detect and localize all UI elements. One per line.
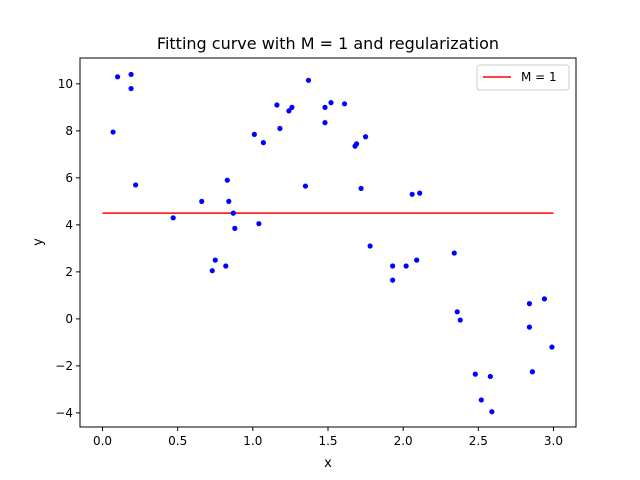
data-point — [529, 369, 536, 375]
plot-area — [102, 71, 555, 415]
data-point — [358, 185, 364, 192]
y-tick-label: 2 — [65, 265, 73, 279]
y-tick-label: 6 — [65, 171, 73, 185]
data-point — [472, 371, 478, 377]
legend: M = 1 — [476, 64, 570, 91]
data-point — [451, 250, 457, 256]
data-point — [223, 263, 229, 269]
data-point — [199, 198, 205, 204]
data-point — [341, 101, 348, 107]
data-point — [367, 243, 373, 249]
data-point — [170, 215, 176, 221]
x-tick-label: 3.0 — [544, 434, 563, 448]
data-point — [328, 100, 334, 106]
data-point — [390, 277, 396, 283]
y-tick-label: 10 — [58, 77, 73, 91]
plot-frame — [79, 57, 577, 428]
data-point — [549, 344, 555, 350]
y-tick-label: −2 — [55, 359, 73, 373]
data-point — [110, 129, 116, 135]
x-axis-label: x — [324, 456, 332, 471]
y-tick-label: 0 — [65, 312, 73, 326]
data-point — [414, 257, 420, 263]
data-point — [209, 268, 215, 274]
legend-box — [476, 64, 570, 91]
chart-title: Fitting curve with M = 1 and regularizat… — [157, 34, 499, 53]
data-point — [274, 102, 280, 108]
data-point — [128, 85, 134, 92]
data-point — [128, 71, 134, 78]
data-point — [541, 296, 548, 302]
data-point — [478, 397, 484, 403]
y-tick-label: −4 — [55, 406, 73, 420]
x-axis: 0.0 0.5 1.0 1.5 2.0 2.5 3.0 — [93, 427, 563, 448]
y-axis-label: y — [31, 238, 46, 246]
data-point — [362, 134, 369, 140]
data-point — [226, 198, 232, 204]
data-point — [133, 182, 139, 188]
data-point — [526, 324, 533, 330]
x-tick-label: 0.5 — [168, 434, 187, 448]
data-point — [322, 104, 328, 110]
data-point — [286, 108, 292, 114]
x-tick-label: 2.0 — [394, 434, 413, 448]
data-point — [305, 77, 312, 83]
data-point — [390, 263, 396, 269]
legend-label: M = 1 — [521, 70, 557, 84]
data-point — [457, 317, 463, 323]
data-point — [251, 131, 257, 137]
x-tick-label: 1.0 — [243, 434, 262, 448]
data-point — [224, 177, 230, 183]
data-point — [277, 125, 283, 132]
data-point — [230, 210, 236, 216]
y-tick-label: 8 — [65, 124, 73, 138]
data-point — [526, 301, 533, 307]
y-tick-label: 4 — [65, 218, 73, 232]
x-tick-label: 1.5 — [318, 434, 337, 448]
x-tick-label: 0.0 — [93, 434, 112, 448]
x-tick-label: 2.5 — [469, 434, 488, 448]
data-point — [302, 183, 309, 189]
data-point — [212, 257, 218, 263]
data-point — [409, 191, 415, 197]
data-point — [489, 409, 495, 415]
data-point — [353, 141, 360, 147]
data-point — [114, 74, 121, 80]
data-point — [289, 104, 295, 110]
data-point — [260, 140, 266, 146]
data-point — [232, 225, 238, 231]
data-point — [487, 373, 493, 380]
data-point — [417, 190, 423, 196]
data-point — [454, 309, 460, 315]
y-axis: −4 −2 0 2 4 6 8 10 — [55, 77, 80, 420]
data-point — [256, 221, 262, 227]
data-point — [403, 263, 409, 269]
data-point — [322, 120, 328, 126]
